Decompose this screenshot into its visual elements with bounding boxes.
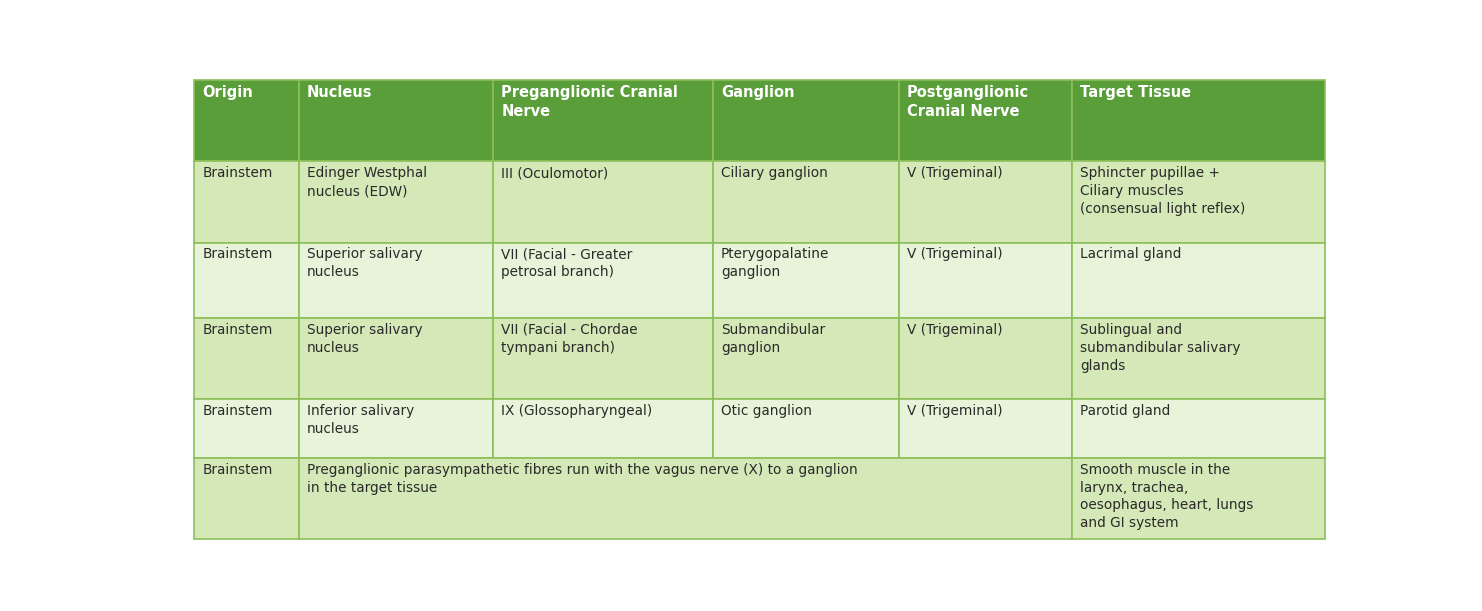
Text: Brainstem: Brainstem xyxy=(203,404,273,418)
Text: Brainstem: Brainstem xyxy=(203,166,273,180)
Text: Lacrimal gland: Lacrimal gland xyxy=(1080,247,1181,262)
Bar xyxy=(900,81,1071,161)
Text: Superior salivary
nucleus: Superior salivary nucleus xyxy=(307,323,422,354)
Bar xyxy=(299,318,494,399)
Bar xyxy=(194,161,299,243)
Text: Ciliary ganglion: Ciliary ganglion xyxy=(722,166,828,180)
Text: Pterygopalatine
ganglion: Pterygopalatine ganglion xyxy=(722,247,830,279)
Bar xyxy=(713,399,900,458)
Text: Preganglionic parasympathetic fibres run with the vagus nerve (X) to a ganglion
: Preganglionic parasympathetic fibres run… xyxy=(307,463,858,494)
Text: III (Oculomotor): III (Oculomotor) xyxy=(501,166,609,180)
Bar xyxy=(299,243,494,318)
Bar xyxy=(713,243,900,318)
Bar xyxy=(713,318,900,399)
Bar xyxy=(1071,81,1325,161)
Text: Otic ganglion: Otic ganglion xyxy=(722,404,812,418)
Bar xyxy=(494,399,713,458)
Bar xyxy=(1071,318,1325,399)
Bar xyxy=(900,318,1071,399)
Text: Brainstem: Brainstem xyxy=(203,463,273,477)
Bar xyxy=(1071,243,1325,318)
Text: Preganglionic Cranial
Nerve: Preganglionic Cranial Nerve xyxy=(501,85,679,119)
Bar xyxy=(900,399,1071,458)
Text: Postganglionic
Cranial Nerve: Postganglionic Cranial Nerve xyxy=(907,85,1029,119)
Text: IX (Glossopharyngeal): IX (Glossopharyngeal) xyxy=(501,404,652,418)
Text: VII (Facial - Greater
petrosaI branch): VII (Facial - Greater petrosaI branch) xyxy=(501,247,633,279)
Text: Ganglion: Ganglion xyxy=(722,85,794,100)
Bar xyxy=(194,318,299,399)
Bar xyxy=(1071,458,1325,539)
Bar xyxy=(299,458,1071,539)
Text: Submandibular
ganglion: Submandibular ganglion xyxy=(722,323,825,354)
Bar xyxy=(1071,161,1325,243)
Text: Sublingual and
submandibular salivary
glands: Sublingual and submandibular salivary gl… xyxy=(1080,323,1240,373)
Text: Brainstem: Brainstem xyxy=(203,323,273,337)
Text: Inferior salivary
nucleus: Inferior salivary nucleus xyxy=(307,404,413,436)
Bar xyxy=(494,161,713,243)
Bar xyxy=(713,161,900,243)
Text: Smooth muscle in the
larynx, trachea,
oesophagus, heart, lungs
and GI system: Smooth muscle in the larynx, trachea, oe… xyxy=(1080,463,1254,530)
Text: V (Trigeminal): V (Trigeminal) xyxy=(907,323,1003,337)
Text: Edinger Westphal
nucleus (EDW): Edinger Westphal nucleus (EDW) xyxy=(307,166,427,198)
Bar xyxy=(299,399,494,458)
Bar xyxy=(1071,399,1325,458)
Text: Origin: Origin xyxy=(203,85,253,100)
Text: Brainstem: Brainstem xyxy=(203,247,273,262)
Bar xyxy=(194,81,299,161)
Text: V (Trigeminal): V (Trigeminal) xyxy=(907,404,1003,418)
Text: VII (Facial - Chordae
tympani branch): VII (Facial - Chordae tympani branch) xyxy=(501,323,637,354)
Bar xyxy=(299,81,494,161)
Text: Parotid gland: Parotid gland xyxy=(1080,404,1171,418)
Text: V (Trigeminal): V (Trigeminal) xyxy=(907,166,1003,180)
Text: Sphincter pupillae +
Ciliary muscles
(consensual light reflex): Sphincter pupillae + Ciliary muscles (co… xyxy=(1080,166,1246,216)
Bar xyxy=(194,399,299,458)
Bar xyxy=(494,318,713,399)
Bar xyxy=(900,243,1071,318)
Bar xyxy=(194,243,299,318)
Text: V (Trigeminal): V (Trigeminal) xyxy=(907,247,1003,262)
Bar xyxy=(900,161,1071,243)
Text: Target Tissue: Target Tissue xyxy=(1080,85,1192,100)
Bar xyxy=(494,243,713,318)
Bar xyxy=(494,81,713,161)
Text: Nucleus: Nucleus xyxy=(307,85,372,100)
Text: Superior salivary
nucleus: Superior salivary nucleus xyxy=(307,247,422,279)
Bar xyxy=(299,161,494,243)
Bar xyxy=(194,458,299,539)
Bar xyxy=(713,81,900,161)
